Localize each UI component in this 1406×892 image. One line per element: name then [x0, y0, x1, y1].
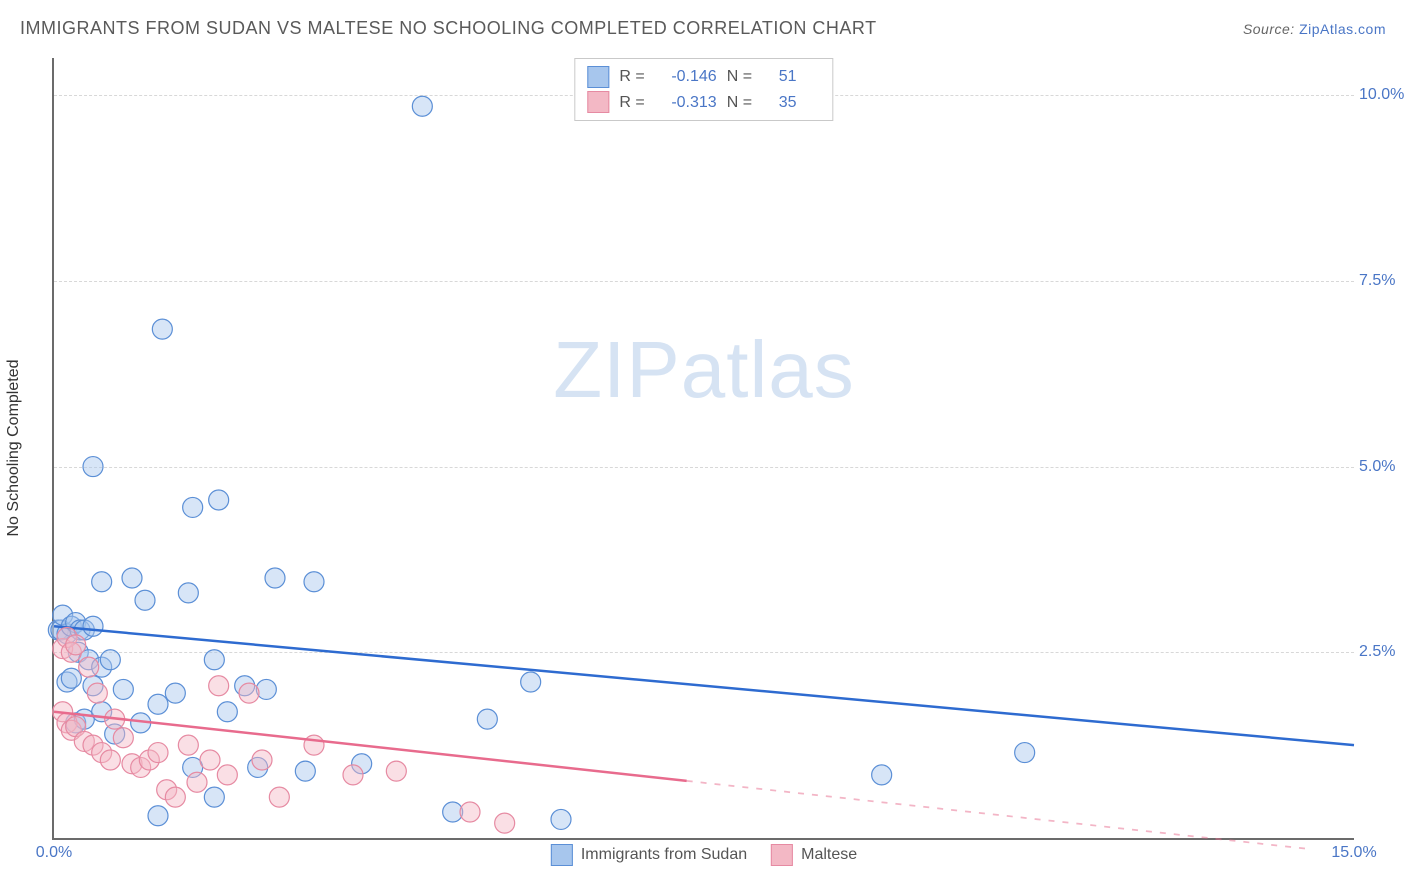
data-point-maltese	[460, 802, 480, 822]
r-value-maltese: -0.313	[671, 90, 716, 116]
n-label: N =	[727, 64, 769, 90]
source-label: Source:	[1243, 21, 1295, 37]
data-point-maltese	[66, 635, 86, 655]
swatch-maltese	[771, 844, 793, 866]
data-point-maltese	[178, 735, 198, 755]
legend-series: Immigrants from Sudan Maltese	[551, 844, 857, 866]
legend-stats: R = -0.146 N = 51 R = -0.313 N = 35	[574, 58, 833, 121]
legend-item-maltese: Maltese	[771, 844, 857, 866]
legend-item-sudan: Immigrants from Sudan	[551, 844, 747, 866]
x-tick-label: 0.0%	[36, 844, 72, 862]
chart-title: IMMIGRANTS FROM SUDAN VS MALTESE NO SCHO…	[20, 18, 877, 39]
data-point-maltese	[200, 750, 220, 770]
legend-stats-row-maltese: R = -0.313 N = 35	[587, 90, 820, 116]
data-point-sudan	[412, 96, 432, 116]
data-point-maltese	[269, 787, 289, 807]
data-point-sudan	[295, 761, 315, 781]
data-point-sudan	[61, 668, 81, 688]
source-link[interactable]: ZipAtlas.com	[1299, 21, 1386, 37]
data-point-sudan	[83, 616, 103, 636]
data-point-maltese	[209, 676, 229, 696]
n-value-sudan: 51	[779, 64, 821, 90]
data-point-maltese	[113, 728, 133, 748]
legend-label-maltese: Maltese	[801, 846, 857, 864]
data-point-maltese	[148, 743, 168, 763]
data-point-sudan	[92, 572, 112, 592]
data-point-sudan	[217, 702, 237, 722]
plot-container: No Schooling Completed ZIPatlas 2.5%5.0%…	[52, 58, 1352, 838]
data-point-sudan	[100, 650, 120, 670]
data-point-sudan	[183, 497, 203, 517]
r-value-sudan: -0.146	[671, 64, 716, 90]
data-point-sudan	[152, 319, 172, 339]
data-point-sudan	[256, 679, 276, 699]
data-point-sudan	[113, 679, 133, 699]
y-tick-label: 10.0%	[1359, 86, 1406, 104]
legend-stats-row-sudan: R = -0.146 N = 51	[587, 64, 820, 90]
data-point-sudan	[477, 709, 497, 729]
data-point-sudan	[1015, 743, 1035, 763]
legend-label-sudan: Immigrants from Sudan	[581, 846, 747, 864]
y-tick-label: 5.0%	[1359, 458, 1406, 476]
data-point-sudan	[209, 490, 229, 510]
data-point-maltese	[187, 772, 207, 792]
data-point-maltese	[100, 750, 120, 770]
data-point-sudan	[148, 806, 168, 826]
n-label: N =	[727, 90, 769, 116]
data-point-sudan	[148, 694, 168, 714]
data-point-sudan	[304, 572, 324, 592]
plot-area: ZIPatlas 2.5%5.0%7.5%10.0% 0.0%15.0% R =…	[52, 58, 1354, 840]
swatch-sudan	[551, 844, 573, 866]
data-point-sudan	[122, 568, 142, 588]
data-point-maltese	[217, 765, 237, 785]
data-point-maltese	[239, 683, 259, 703]
data-point-maltese	[165, 787, 185, 807]
data-point-maltese	[386, 761, 406, 781]
r-label: R =	[619, 64, 661, 90]
trend-line-dashed-maltese	[687, 781, 1311, 849]
y-axis-label: No Schooling Completed	[5, 360, 23, 537]
y-tick-label: 2.5%	[1359, 643, 1406, 661]
data-point-maltese	[87, 683, 107, 703]
data-point-sudan	[83, 457, 103, 477]
header: IMMIGRANTS FROM SUDAN VS MALTESE NO SCHO…	[20, 18, 1386, 39]
data-point-sudan	[521, 672, 541, 692]
source-attribution: Source: ZipAtlas.com	[1243, 21, 1386, 37]
data-point-maltese	[252, 750, 272, 770]
data-point-sudan	[204, 650, 224, 670]
data-point-maltese	[79, 657, 99, 677]
swatch-maltese	[587, 91, 609, 113]
data-point-sudan	[165, 683, 185, 703]
data-point-sudan	[135, 590, 155, 610]
data-point-maltese	[343, 765, 363, 785]
y-tick-label: 7.5%	[1359, 272, 1406, 290]
x-tick-label: 15.0%	[1331, 844, 1376, 862]
data-point-sudan	[265, 568, 285, 588]
data-point-sudan	[178, 583, 198, 603]
data-point-sudan	[872, 765, 892, 785]
data-point-maltese	[495, 813, 515, 833]
r-label: R =	[619, 90, 661, 116]
data-point-sudan	[204, 787, 224, 807]
plot-svg	[54, 58, 1354, 838]
swatch-sudan	[587, 66, 609, 88]
data-point-sudan	[551, 809, 571, 829]
n-value-maltese: 35	[779, 90, 821, 116]
